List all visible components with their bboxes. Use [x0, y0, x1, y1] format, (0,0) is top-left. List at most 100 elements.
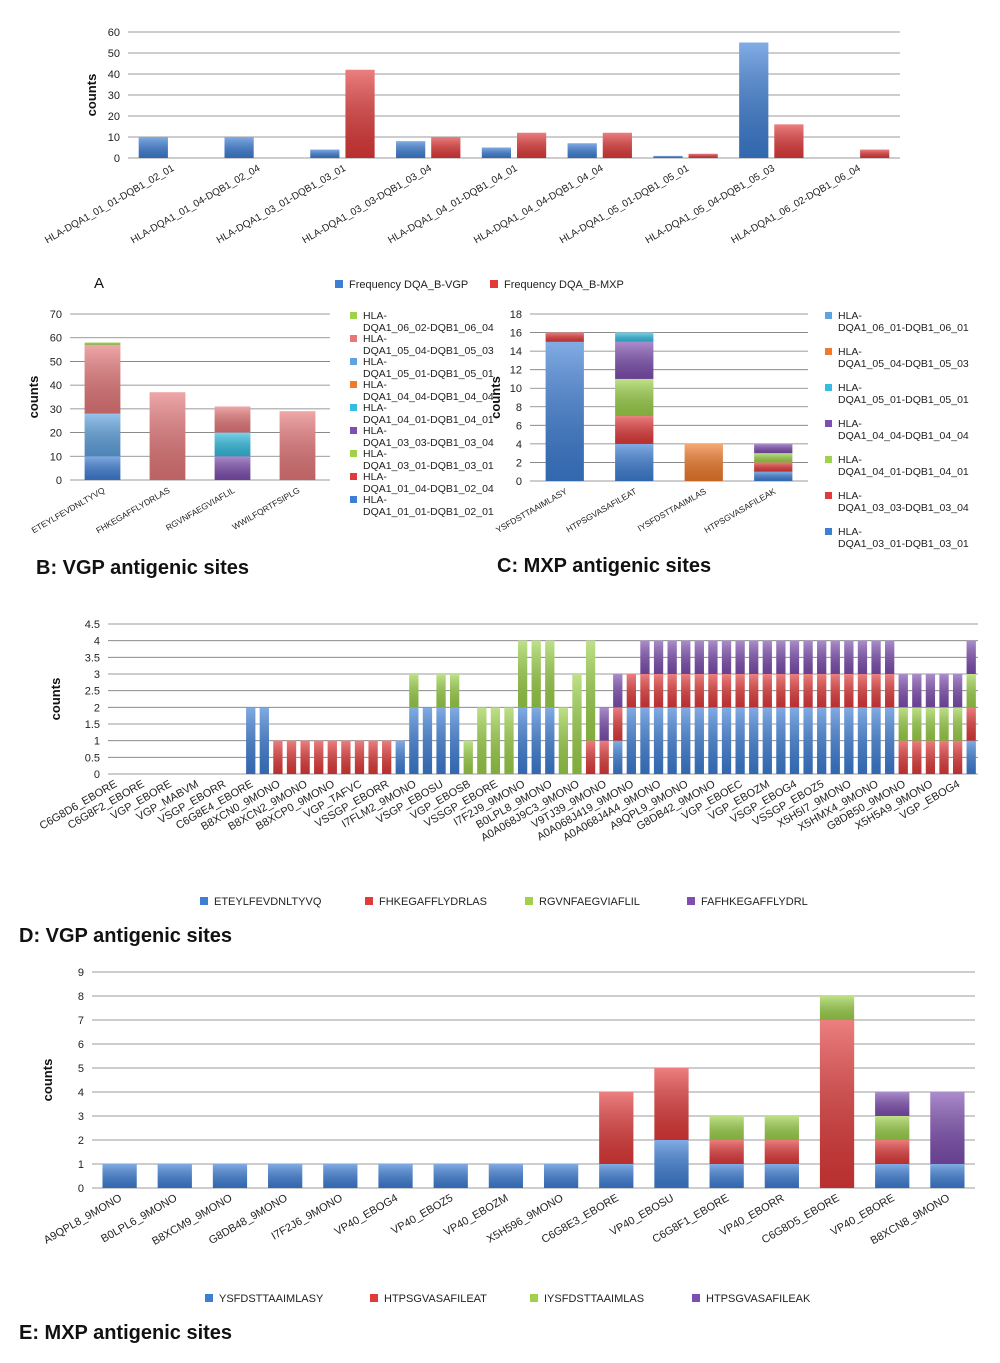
bar-segment-shade	[323, 1164, 358, 1188]
bar-segment-shade	[939, 707, 949, 741]
y-tick-label: 5	[78, 1063, 84, 1075]
bar-segment-shade	[830, 707, 840, 774]
bar-segment-shade	[157, 1164, 192, 1188]
legend-swatch	[350, 404, 357, 411]
y-axis-label: counts	[488, 376, 503, 419]
bar-segment-shade	[477, 707, 487, 774]
bar-segment-shade	[857, 707, 868, 774]
bar-segment-shade	[885, 674, 895, 708]
bar-segment-shade	[875, 1092, 910, 1116]
bar-segment-shade	[871, 640, 881, 674]
bar-shade	[345, 69, 375, 158]
bar-segment-shade	[762, 640, 772, 674]
chart-b-vgp-hla: 010203040506070countsETEYLFEVDNLTYVQFHKE…	[26, 309, 494, 535]
bar-segment-shade	[871, 707, 881, 774]
bar-segment-shade	[463, 740, 473, 774]
bar-segment-shade	[694, 707, 704, 774]
legend-label-cont: DQA1_01_01-DQB1_02_01	[363, 506, 494, 518]
bar-segment-shade	[615, 378, 654, 417]
bar-segment-shade	[844, 674, 854, 708]
bar-segment-shade	[930, 1092, 965, 1164]
bar-segment-shade	[102, 1164, 137, 1188]
bar-segment-shade	[912, 674, 922, 708]
legend-swatch	[350, 427, 357, 434]
bar-segment-shade	[531, 707, 541, 774]
bar-shade	[310, 149, 340, 158]
legend-label: HLA-	[363, 471, 387, 483]
bar-segment-shade	[545, 341, 584, 481]
bar-segment-shade	[543, 1164, 579, 1188]
bar-segment-shade	[939, 674, 949, 708]
bar-segment-shade	[754, 462, 793, 472]
legend-swatch	[490, 280, 498, 288]
bar-segment-shade	[925, 740, 936, 774]
y-tick-label: 16	[510, 328, 522, 340]
x-tick-label: HTPSGVASAFILEAK	[702, 486, 777, 535]
bar-segment-shade	[952, 707, 963, 741]
bar-segment-shade	[885, 640, 895, 674]
y-tick-label: 60	[108, 27, 120, 39]
y-tick-label: 40	[108, 69, 120, 81]
legend-label: HLA-	[838, 418, 862, 430]
bar-shade	[774, 124, 804, 158]
bar-segment-shade	[708, 707, 718, 774]
y-tick-label: 3	[78, 1111, 84, 1123]
chart-e-mxp-sites: 0123456789countsA9QPL8_9MONOB0LPL6_9MONO…	[40, 967, 975, 1305]
bar-segment-shade	[764, 1116, 799, 1140]
bar-segment-shade	[749, 707, 759, 774]
y-tick-label: 6	[78, 1039, 84, 1051]
legend-label-cont: DQA1_05_04-DQB1_05_03	[838, 358, 969, 370]
y-tick-label: 18	[510, 309, 522, 321]
bar-segment-shade	[735, 674, 745, 708]
bar-segment-shade	[615, 416, 654, 444]
bar-segment-shade	[830, 674, 840, 708]
bar-segment-shade	[803, 674, 813, 708]
bar-segment-shade	[681, 674, 691, 708]
bar-shade	[431, 137, 461, 158]
legend-swatch	[825, 348, 832, 355]
bar-shade	[602, 132, 632, 158]
bar-segment-shade	[615, 443, 654, 481]
bar-segment-shade	[857, 674, 868, 708]
y-tick-label: 2	[78, 1135, 84, 1147]
bar-segment-shade	[654, 1140, 689, 1188]
bar-segment-shade	[830, 640, 840, 674]
bar-segment-shade	[912, 707, 922, 741]
bar-segment-shade	[875, 1116, 910, 1140]
y-tick-label: 2	[516, 457, 522, 469]
legend-swatch	[825, 420, 832, 427]
bar-segment-shade	[667, 640, 677, 674]
bar-segment-shade	[450, 707, 460, 774]
legend-swatch	[350, 381, 357, 388]
bar-segment-shade	[517, 640, 528, 708]
bar-segment-shade	[694, 674, 704, 708]
legend-label: FHKEGAFFLYDRLAS	[379, 896, 487, 908]
legend-swatch	[350, 335, 357, 342]
bar-segment-shade	[749, 674, 759, 708]
y-tick-label: 8	[78, 991, 84, 1003]
bar-segment-shade	[952, 740, 963, 774]
y-tick-label: 0	[516, 476, 522, 488]
bar-segment-shade	[966, 740, 976, 774]
y-tick-label: 0	[56, 475, 62, 487]
bar-segment-shade	[875, 1164, 910, 1188]
bar-segment-shade	[681, 640, 691, 674]
bar-segment-shade	[259, 707, 269, 774]
legend-swatch	[350, 450, 357, 457]
legend-label: YSFDSTTAAIMLASY	[219, 1293, 324, 1305]
legend-label-cont: DQA1_06_02-DQB1_06_04	[363, 322, 494, 334]
legend-label: RGVNFAEGVIAFLIL	[539, 896, 640, 908]
legend-label: HLA-	[838, 526, 862, 538]
y-tick-label: 30	[108, 90, 120, 102]
bar-shade	[224, 137, 254, 158]
legend-swatch	[825, 384, 832, 391]
bar-segment-shade	[857, 640, 868, 674]
bar-segment-shade	[279, 411, 316, 480]
y-tick-label: 8	[516, 402, 522, 414]
legend-swatch	[205, 1294, 213, 1302]
bar-segment-shade	[615, 341, 654, 379]
bar-segment-shade	[754, 443, 793, 454]
bar-segment-shade	[764, 1140, 799, 1164]
bar-segment-shade	[925, 674, 936, 708]
legend-swatch	[825, 528, 832, 535]
